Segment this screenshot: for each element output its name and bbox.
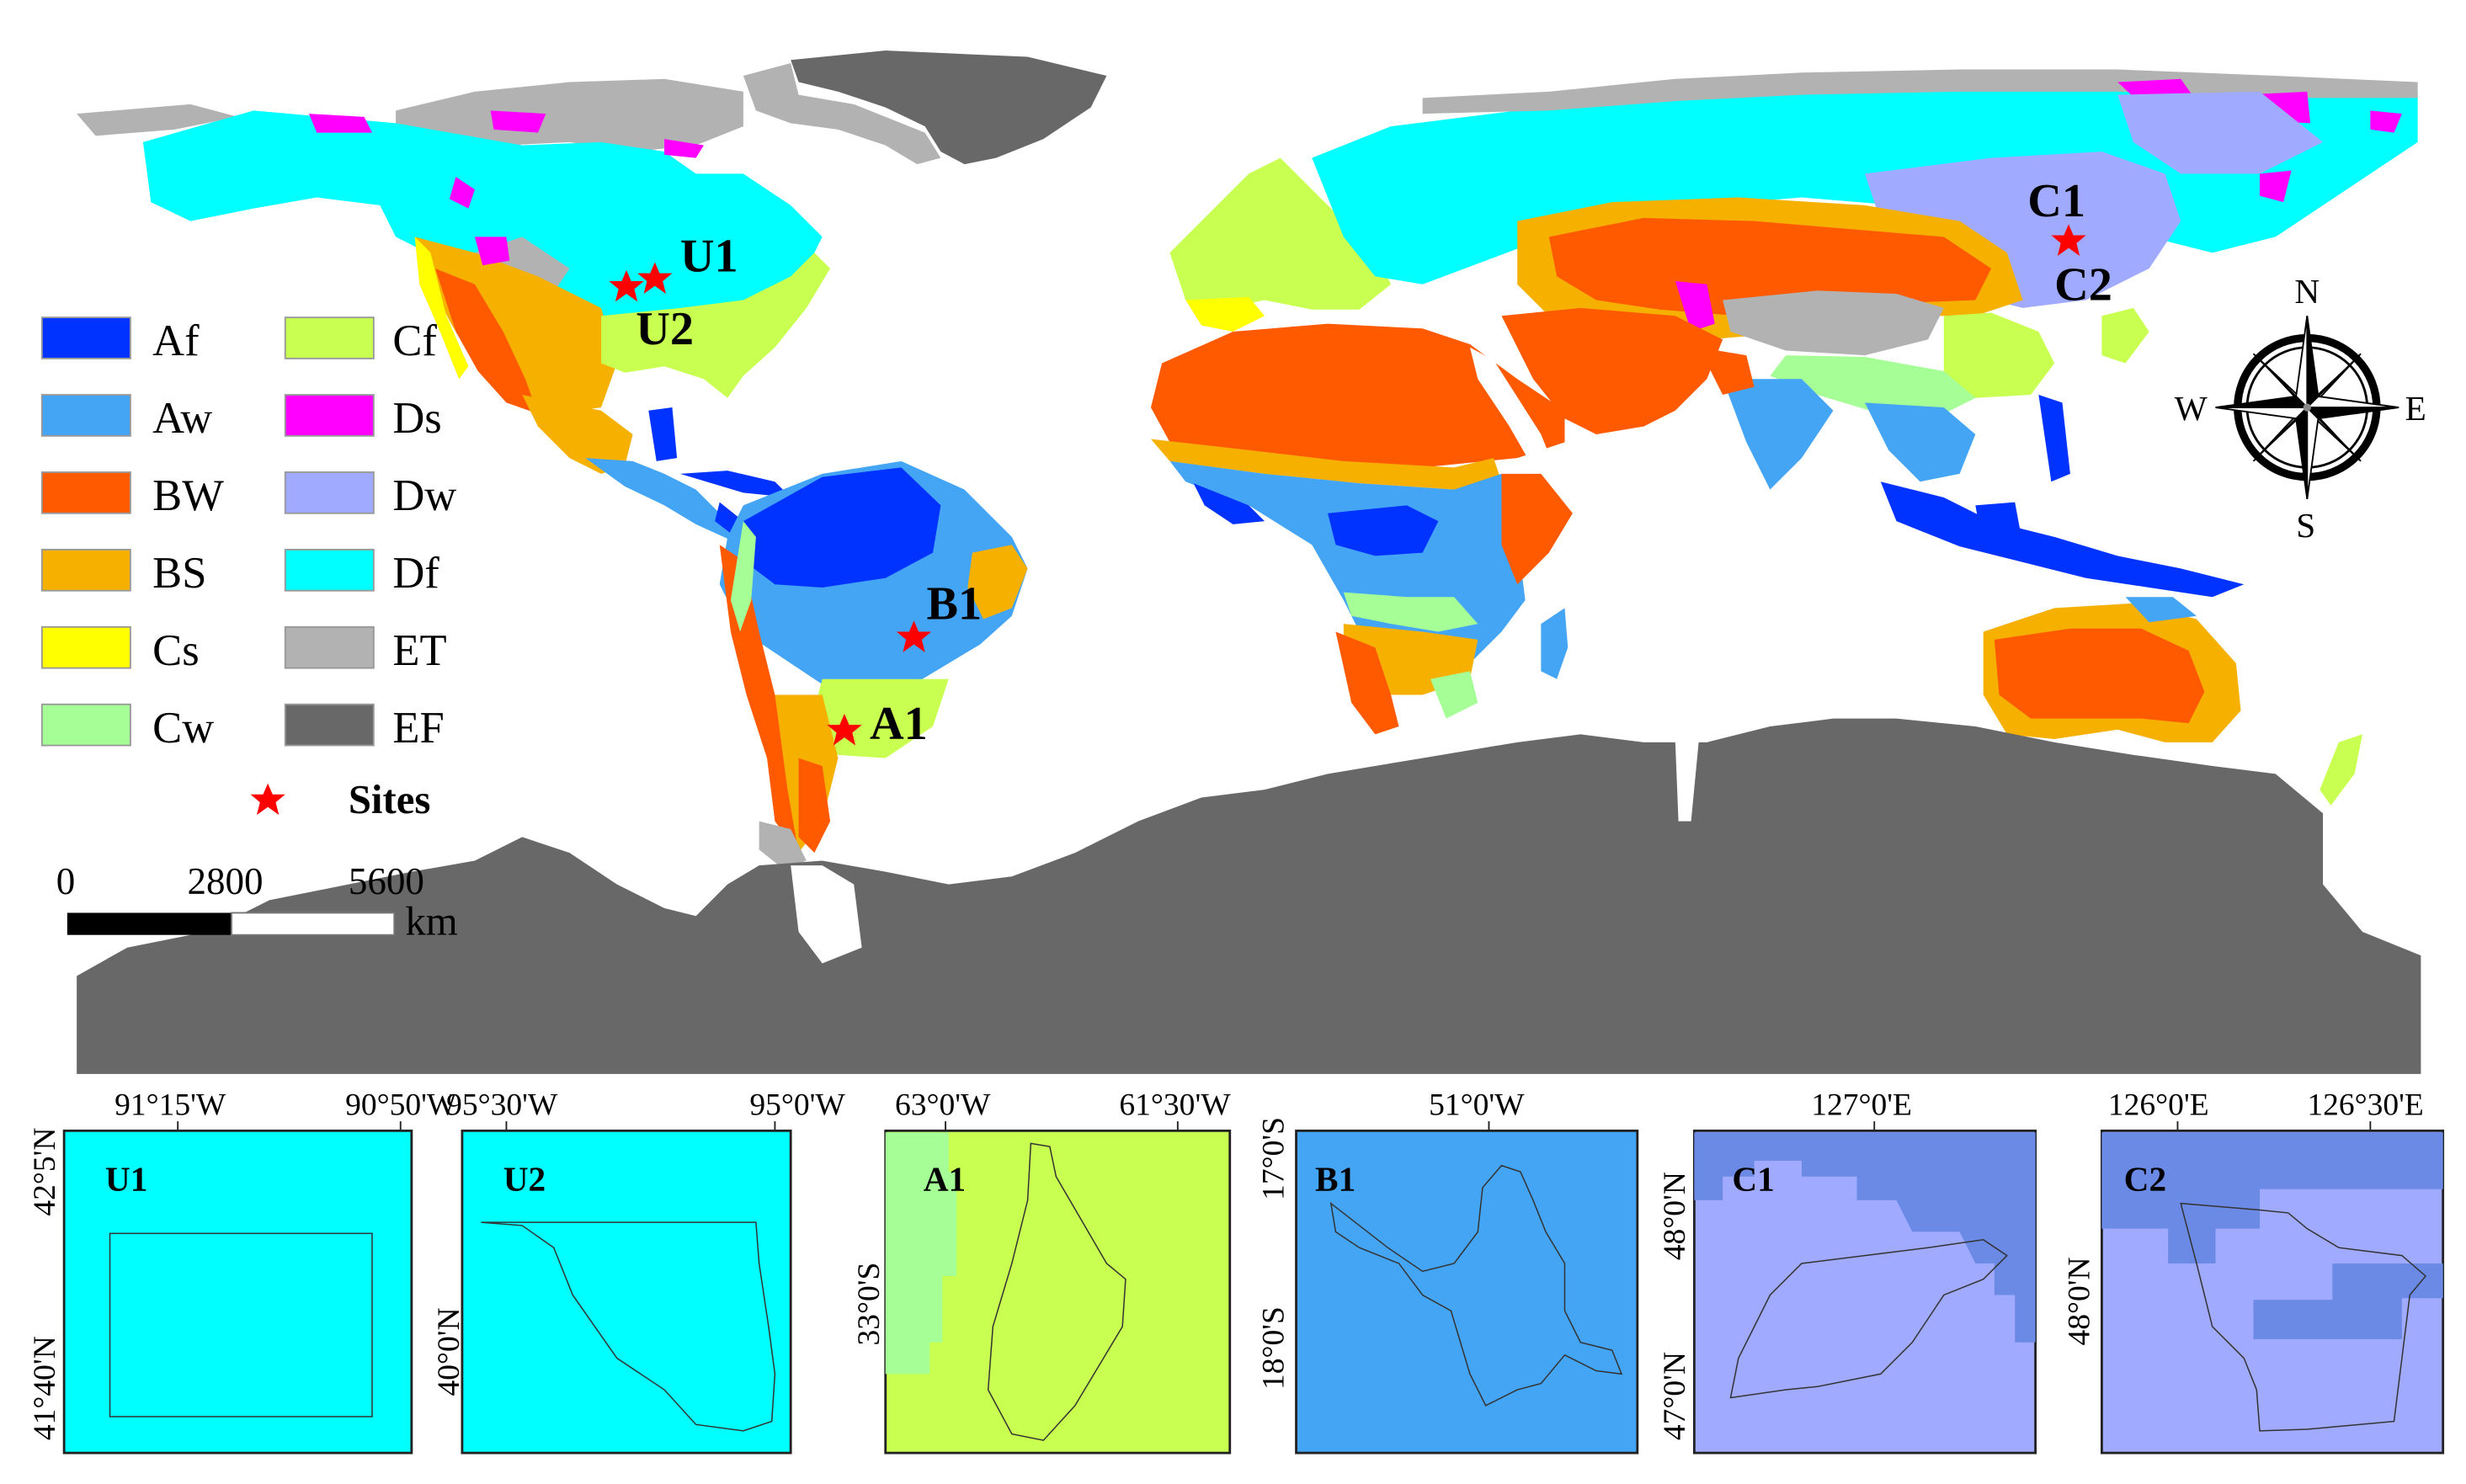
legend-label-cw: Cw	[152, 704, 214, 753]
legend-label-ef: EF	[392, 704, 444, 753]
inset-label-c1: C1	[1732, 1160, 1774, 1199]
compass-e: E	[2405, 389, 2426, 428]
legend-label-sites: Sites	[349, 777, 431, 822]
inset-label-b1: B1	[1315, 1160, 1356, 1199]
compass-rose-icon: N S E W	[2175, 272, 2426, 545]
legend-swatch-et	[284, 625, 375, 669]
compass-n: N	[2294, 272, 2320, 311]
inset-c2-top-tick-0: 126°0'E	[2108, 1088, 2209, 1123]
legend-label-cf: Cf	[392, 316, 437, 365]
inset-u1: U1 91°15'W 90°50'W 42°5'N 41°40'N	[28, 1088, 457, 1455]
inset-panels: U1 91°15'W 90°50'W 42°5'N 41°40'N U2 95°…	[28, 1088, 2445, 1455]
site-label-u1: U1	[680, 231, 738, 283]
inset-label-a1: A1	[924, 1160, 966, 1199]
inset-u2: U2 95°30'W 95°0'W 40°0'N	[432, 1088, 845, 1455]
legend-label-bw: BW	[152, 471, 224, 520]
scale-tick-5600: 5600	[349, 860, 424, 902]
site-label-a1: A1	[870, 698, 928, 750]
site-label-c2: C2	[2054, 258, 2112, 311]
legend-swatch-aw	[40, 394, 131, 437]
sites-star-icon	[250, 783, 285, 816]
antarctica	[77, 718, 2421, 1074]
compass-s: S	[2296, 506, 2315, 545]
inset-u1-left-tick-1: 41°40'N	[28, 1336, 62, 1440]
legend-label-et: ET	[392, 626, 446, 675]
inset-a1-left-tick-0: 33°0'S	[852, 1263, 887, 1346]
scale-bar: 0 2800 5600 km	[56, 860, 458, 944]
site-marker-a1[interactable]	[827, 714, 862, 746]
inset-u2-top-tick-1: 95°0'W	[749, 1088, 845, 1123]
legend: Af Aw BW BS Cs Cw Cf Ds Dw Df ET EF Site…	[40, 316, 456, 822]
world-map	[77, 51, 2421, 1074]
inset-label-c2: C2	[2124, 1160, 2166, 1199]
legend-swatch-cs	[40, 625, 131, 669]
inset-u2-top-tick-0: 95°30'W	[446, 1088, 558, 1123]
inset-b1-left-tick-1: 18°0'S	[1257, 1306, 1292, 1390]
site-marker-b1[interactable]	[896, 620, 932, 652]
scale-tick-0: 0	[56, 860, 76, 902]
inset-a1-top-tick-0: 63°0'W	[895, 1088, 991, 1123]
legend-swatch-dw	[284, 471, 375, 514]
inset-c1-top-tick-0: 127°0'E	[1811, 1088, 1912, 1123]
compass-w: W	[2175, 389, 2208, 428]
inset-c1-left-tick-0: 48°0'N	[1658, 1172, 1692, 1260]
legend-swatch-cf	[284, 316, 375, 359]
legend-swatch-af	[40, 316, 131, 359]
inset-b1: B1 51°0'W 17°0'S 18°0'S	[1257, 1088, 1639, 1455]
inset-c1: C1 127°0'E 48°0'N 47°0'N	[1658, 1088, 2037, 1455]
site-markers: U1 U2 B1 A1 C1 C2	[609, 175, 2112, 750]
inset-c2-left-tick-0: 48°0'N	[2062, 1257, 2096, 1345]
greenland	[791, 51, 1107, 165]
inset-u2-left-tick-0: 40°0'N	[432, 1307, 466, 1396]
legend-swatch-ef	[284, 703, 375, 747]
site-marker-u1[interactable]	[637, 262, 673, 294]
inset-label-u1: U1	[105, 1160, 147, 1199]
scale-unit: km	[405, 899, 457, 944]
legend-label-ds: Ds	[392, 394, 441, 443]
inset-c2-top-tick-1: 126°30'E	[2307, 1088, 2423, 1123]
inset-b1-left-tick-0: 17°0'S	[1257, 1117, 1292, 1200]
legend-label-df: Df	[392, 549, 439, 598]
legend-label-bs: BS	[152, 549, 206, 598]
legend-label-af: Af	[152, 316, 200, 365]
legend-swatch-ds	[284, 394, 375, 437]
inset-b1-top-tick-0: 51°0'W	[1429, 1088, 1525, 1123]
legend-label-dw: Dw	[392, 471, 456, 520]
legend-swatch-bw	[40, 471, 131, 514]
legend-label-cs: Cs	[152, 626, 199, 675]
site-marker-c1-c2[interactable]	[2051, 224, 2086, 256]
inset-label-u2: U2	[503, 1160, 546, 1199]
inset-c2: C2 126°0'E 126°30'E 48°0'N	[2062, 1088, 2445, 1455]
legend-swatch-cw	[40, 703, 131, 747]
north-america	[142, 110, 823, 351]
inset-a1-top-tick-1: 61°30'W	[1119, 1088, 1231, 1123]
legend-swatch-bs	[40, 548, 131, 592]
site-label-c1: C1	[2027, 175, 2085, 227]
site-label-u2: U2	[636, 303, 694, 355]
inset-u1-top-tick-0: 91°15'W	[115, 1088, 226, 1123]
inset-a1: A1 63°0'W 61°30'W 33°0'S	[852, 1088, 1231, 1455]
africa	[1150, 323, 1565, 468]
inset-u1-left-tick-0: 42°5'N	[28, 1128, 62, 1216]
inset-c1-left-tick-1: 47°0'N	[1658, 1352, 1692, 1440]
legend-swatch-df	[284, 548, 375, 592]
site-marker-u2[interactable]	[609, 269, 644, 302]
site-label-b1: B1	[927, 577, 983, 630]
inset-u1-top-tick-1: 90°50'W	[345, 1088, 457, 1123]
legend-label-aw: Aw	[152, 394, 212, 443]
scale-tick-2800: 2800	[187, 860, 263, 902]
